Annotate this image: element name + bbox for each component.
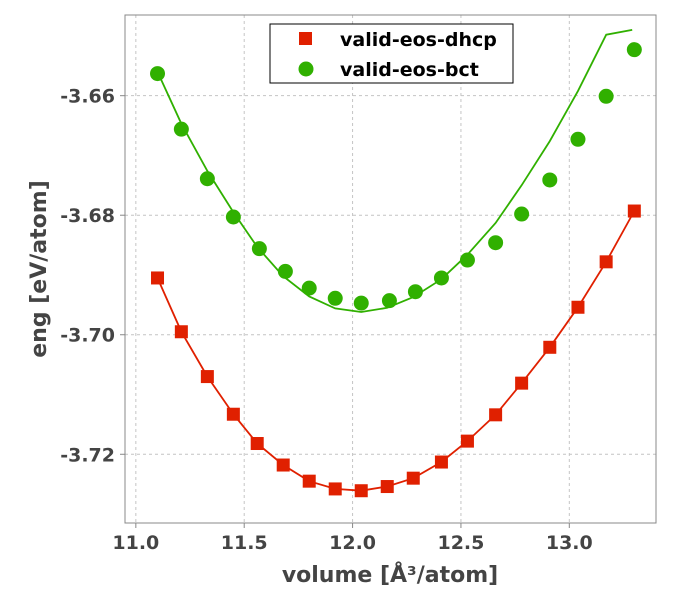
data-point-dhcp [200,370,214,384]
data-point-dhcp [571,300,585,314]
x-tick-label: 12.0 [329,532,376,554]
data-point-bct [433,270,449,286]
y-tick-label: -3.72 [60,444,115,466]
data-point-bct [570,131,586,147]
data-markers [150,42,642,498]
y-tick-label: -3.66 [60,86,115,108]
data-point-dhcp [515,376,529,390]
data-point-bct [542,172,558,188]
data-point-bct [407,284,423,300]
data-point-bct [598,88,614,104]
data-point-dhcp [599,255,613,269]
data-point-dhcp [434,455,448,469]
data-point-dhcp [380,480,394,494]
data-point-dhcp [543,340,557,354]
axis-ticks [120,95,570,528]
x-axis-title: volume [Å³/atom] [282,562,498,588]
y-axis-title: eng [eV/atom] [27,180,52,357]
data-point-bct [327,290,343,306]
y-tick-label: -3.68 [60,205,115,227]
plot-area [125,15,656,523]
data-point-bct [225,209,241,225]
data-point-bct [459,252,475,268]
grid-lines [125,15,656,523]
data-point-dhcp [354,484,368,498]
data-point-bct [488,235,504,251]
data-point-dhcp [151,271,165,285]
data-point-bct [626,42,642,58]
data-point-dhcp [489,408,503,422]
data-point-bct [173,121,189,137]
data-point-bct [353,295,369,311]
y-tick-label: -3.70 [60,325,115,347]
data-point-dhcp [328,482,342,496]
data-point-dhcp [627,204,641,218]
legend-label-bct: valid-eos-bct [340,59,479,81]
data-point-bct [514,206,530,222]
x-tick-label: 11.0 [112,532,159,554]
data-point-dhcp [302,474,316,488]
data-point-dhcp [406,471,420,485]
data-point-dhcp [174,325,188,339]
data-point-bct [301,280,317,296]
data-point-dhcp [460,434,474,448]
data-point-bct [277,263,293,279]
data-point-dhcp [226,407,240,421]
data-point-bct [381,293,397,309]
data-point-bct [251,241,267,257]
plot-frame [124,14,657,524]
x-tick-label: 11.5 [221,532,268,554]
y-tick-labels: -3.66 -3.68 -3.70 -3.72 [60,86,115,467]
x-tick-label: 12.5 [437,532,484,554]
x-tick-label: 13.0 [546,532,593,554]
legend-marker-bct [298,61,314,77]
legend: valid-eos-dhcp valid-eos-bct [269,23,514,84]
legend-label-dhcp: valid-eos-dhcp [340,29,497,51]
data-point-dhcp [276,458,290,472]
legend-marker-dhcp [299,32,312,45]
data-point-bct [199,171,215,187]
data-point-bct [150,66,166,82]
data-point-dhcp [250,437,264,451]
x-tick-labels: 11.0 11.5 12.0 12.5 13.0 [112,532,592,554]
